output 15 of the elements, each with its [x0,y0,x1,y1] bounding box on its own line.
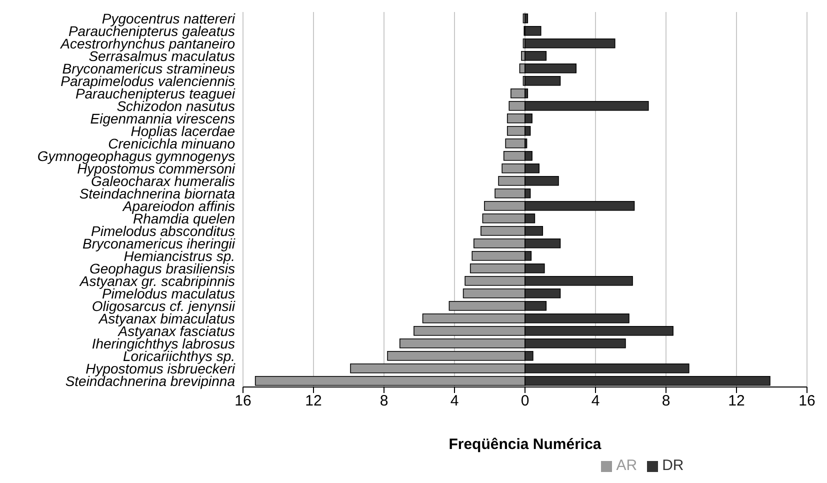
x-tick-label: 8 [662,392,670,410]
x-tick-label: 4 [591,392,600,410]
y-tick-label: Eigenmannia virescens [90,110,235,126]
x-tick-label: 0 [520,392,530,410]
x-tick-label: 4 [450,392,459,410]
legend-label: DR [662,457,684,474]
x-tick-label: 12 [728,392,745,410]
y-tick-label: Bryconamericus stramineus [62,60,235,76]
x-axis-title: Freqüência Numérica [448,436,602,453]
x-tick-label: 16 [798,392,816,410]
x-tick-label: 16 [234,392,252,410]
x-tick-label: 8 [380,392,388,410]
legend-label: AR [616,457,638,474]
x-tick-label: 12 [305,392,322,410]
y-tick-label: Steindachnerina biornata [79,185,236,202]
